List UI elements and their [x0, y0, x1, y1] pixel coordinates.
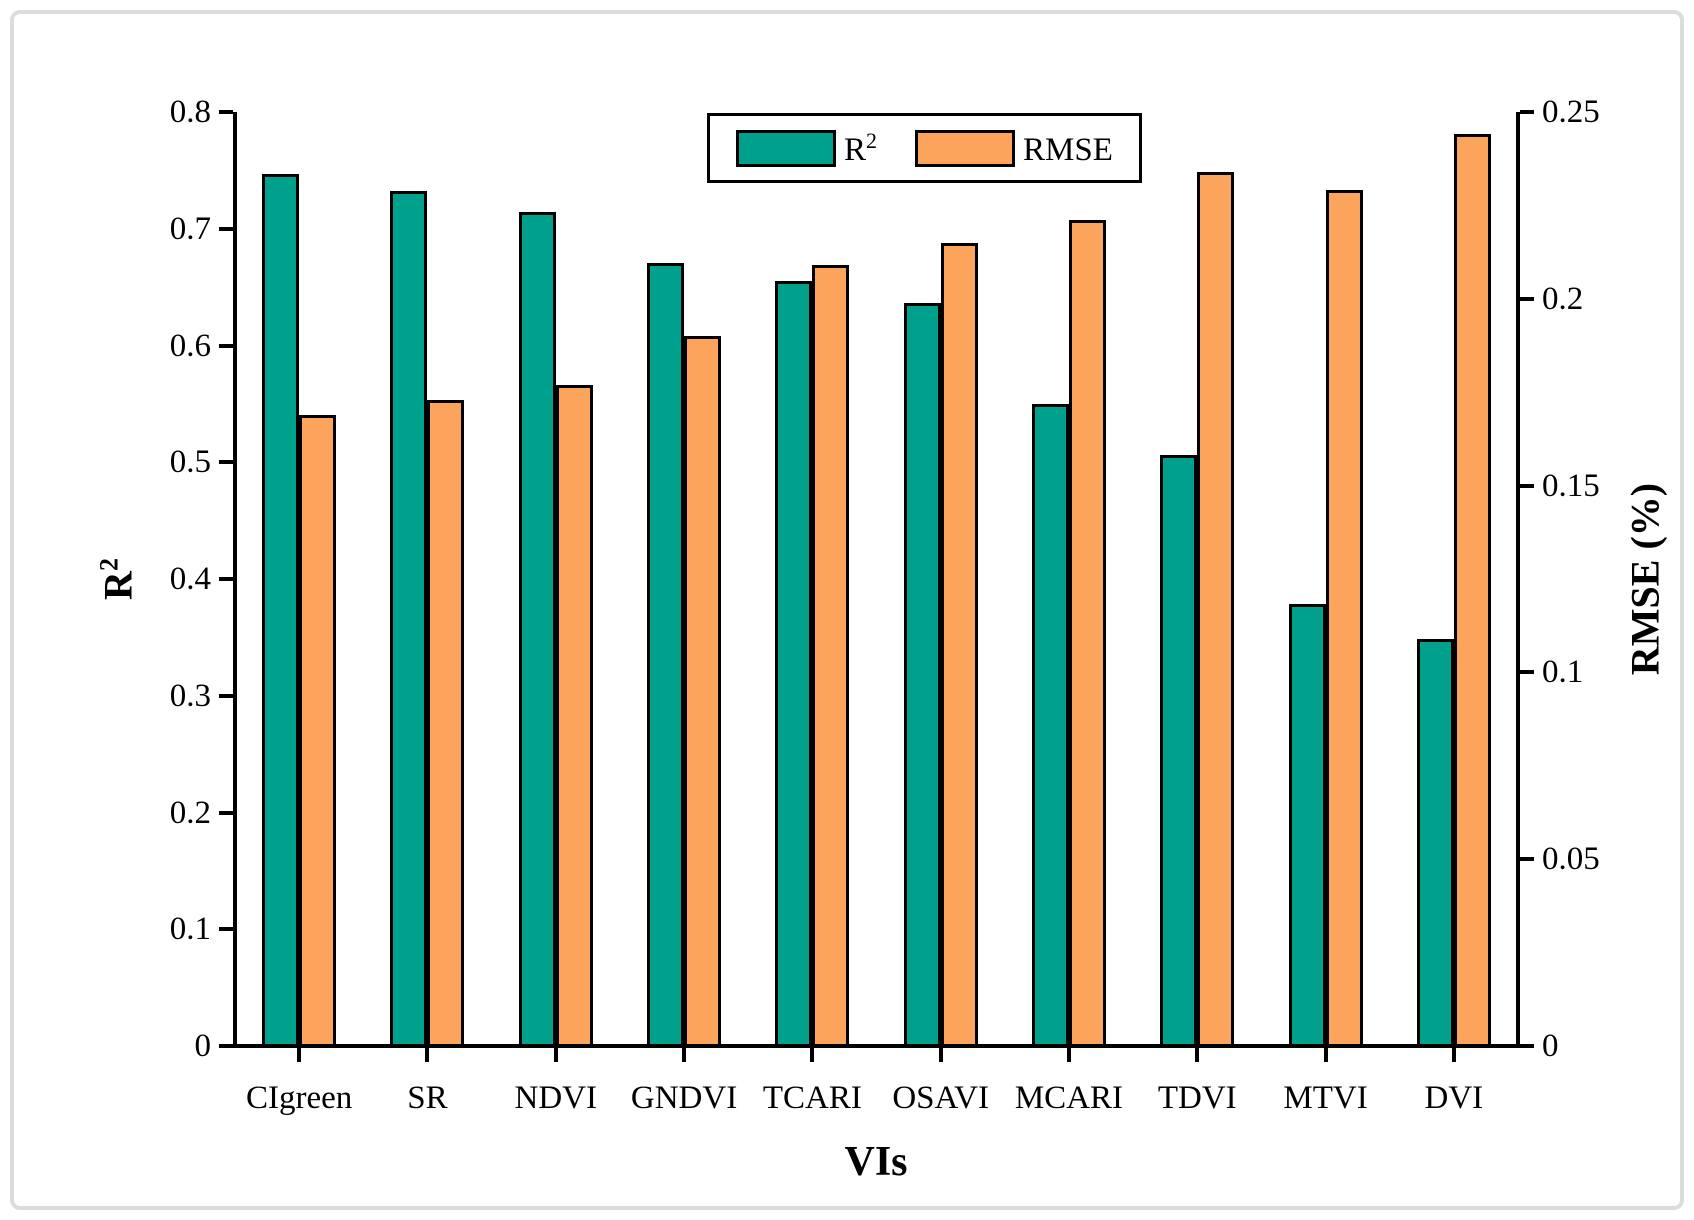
left-axis-tick-label: 0.5 [169, 444, 211, 481]
right-axis-tick [1520, 483, 1534, 488]
bar-rmse-tdvi [1197, 171, 1235, 1048]
left-axis-tick [219, 577, 233, 581]
left-axis-tick [219, 1044, 233, 1048]
x-axis-category-label-dvi: DVI [1424, 1080, 1484, 1116]
x-axis-title: VIs [844, 1139, 908, 1185]
left-axis-tick [219, 693, 233, 698]
bar-r2-ndvi [518, 212, 556, 1048]
right-axis-tick [1520, 296, 1534, 301]
left-axis-tick-label: 0.3 [169, 677, 211, 714]
bar-rmse-tcari [812, 265, 850, 1048]
left-axis-tick-label: 0.4 [169, 561, 211, 597]
x-axis-category-label-osavi: OSAVI [892, 1080, 989, 1116]
right-axis-tick [1520, 110, 1534, 114]
x-axis-tick [682, 1048, 687, 1062]
x-axis-category-label-gndvi: GNDVI [630, 1080, 738, 1116]
x-axis-category-label-tdvi: TDVI [1157, 1080, 1237, 1116]
bar-rmse-mcari [1068, 220, 1106, 1048]
bottom-axis-line [233, 1044, 1520, 1048]
legend-label-r2: R2 [844, 127, 878, 168]
bar-rmse-mtvi [1325, 190, 1363, 1048]
left-axis-tick [219, 343, 233, 348]
left-axis-title-base: R [95, 571, 141, 600]
bar-r2-mtvi [1288, 603, 1326, 1048]
x-axis-tick [810, 1048, 815, 1062]
left-axis-title: R2 [94, 558, 141, 600]
bar-rmse-sr [427, 399, 465, 1048]
left-axis-title-sup: 2 [94, 558, 124, 572]
left-axis-tick-label: 0.1 [169, 911, 211, 948]
legend-swatch-r2 [736, 129, 836, 167]
x-axis-category-label-sr: SR [407, 1080, 448, 1116]
left-axis-tick [219, 460, 233, 465]
left-axis-tick-label: 0.8 [169, 94, 211, 130]
x-axis-category-label-cigreen: CIgreen [245, 1080, 353, 1116]
x-axis-tick [1323, 1048, 1328, 1062]
bar-r2-dvi [1416, 638, 1454, 1048]
right-axis-tick-label: 0.1 [1542, 654, 1584, 691]
x-axis-category-label-tcari: TCARI [762, 1080, 862, 1116]
legend-item-r2: R2 [736, 127, 878, 168]
bar-r2-osavi [903, 303, 941, 1048]
left-axis-tick [219, 110, 233, 114]
bar-rmse-ndvi [555, 384, 593, 1048]
bar-rmse-cigreen [299, 414, 337, 1048]
x-axis-tick [1195, 1048, 1200, 1062]
right-axis-tick [1520, 857, 1534, 862]
x-axis-category-label-mtvi: MTVI [1283, 1080, 1368, 1116]
legend-label-rmse: RMSE [1023, 131, 1113, 168]
right-axis-tick-label: 0.25 [1542, 94, 1600, 130]
bar-r2-sr [390, 191, 428, 1048]
x-axis-tick [1451, 1048, 1456, 1062]
legend-item-rmse: RMSE [915, 129, 1113, 168]
left-axis-tick-label: 0.2 [169, 794, 211, 831]
left-axis-tick [219, 226, 233, 231]
left-axis-tick-label: 0 [194, 1028, 212, 1064]
right-axis-tick [1520, 670, 1534, 675]
right-axis-title: RMSE (%) [1622, 482, 1668, 676]
bar-r2-cigreen [262, 173, 300, 1048]
bar-rmse-osavi [940, 242, 978, 1048]
right-axis-tick [1520, 1044, 1534, 1048]
bar-r2-gndvi [647, 262, 685, 1048]
bar-r2-tcari [775, 281, 813, 1048]
right-axis-tick-label: 0.2 [1542, 280, 1584, 317]
x-axis-category-label-mcari: MCARI [1014, 1080, 1124, 1116]
x-axis-tick [938, 1048, 943, 1062]
legend-swatch-rmse [915, 129, 1016, 167]
right-axis-tick-label: 0.15 [1542, 467, 1600, 504]
right-axis-tick-label: 0 [1542, 1028, 1559, 1064]
left-axis-line [233, 112, 237, 1048]
bar-r2-tdvi [1160, 455, 1198, 1048]
x-axis-tick [553, 1048, 558, 1062]
x-axis-tick [425, 1048, 430, 1062]
left-axis-tick [219, 810, 233, 815]
bar-rmse-gndvi [684, 336, 722, 1048]
bar-rmse-dvi [1453, 134, 1491, 1048]
x-axis-tick [1066, 1048, 1071, 1062]
right-axis-line [1516, 112, 1520, 1048]
legend: R2 RMSE [707, 113, 1142, 183]
left-axis-tick-label: 0.6 [169, 327, 211, 364]
left-axis-tick [219, 927, 233, 932]
right-axis-tick-label: 0.05 [1542, 841, 1600, 878]
bar-r2-mcari [1031, 403, 1069, 1048]
x-axis-category-label-ndvi: NDVI [514, 1080, 597, 1116]
left-axis-tick-label: 0.7 [169, 210, 211, 247]
x-axis-tick [297, 1048, 302, 1062]
